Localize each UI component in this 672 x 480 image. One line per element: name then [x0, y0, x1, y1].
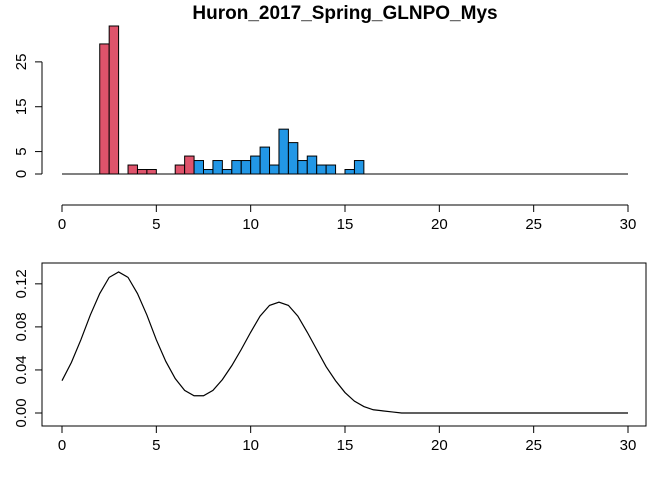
bar	[136, 169, 148, 175]
x-tick-label: 15	[337, 216, 354, 233]
x-tick-label: 10	[242, 216, 259, 233]
bar	[203, 169, 214, 175]
bar	[259, 146, 271, 175]
bar	[250, 155, 261, 175]
x-tick-label: 30	[620, 216, 637, 233]
bar	[269, 164, 280, 175]
x-tick-label: 5	[152, 437, 160, 454]
y-tick-label: 0	[13, 170, 30, 178]
x-tick-label: 10	[242, 437, 259, 454]
bar	[127, 164, 138, 175]
x-tick-label: 25	[525, 437, 542, 454]
bar	[297, 160, 308, 175]
x-tick-label: 15	[337, 437, 354, 454]
bar	[316, 164, 327, 175]
x-tick-label: 25	[525, 216, 542, 233]
plot-box	[41, 262, 647, 427]
y-tick-label: 5	[13, 147, 30, 155]
x-tick-label: 20	[431, 216, 448, 233]
density-line	[61, 271, 628, 414]
y-tick-label: 25	[13, 54, 30, 71]
x-tick-label: 30	[620, 437, 637, 454]
x-tick-label: 5	[152, 216, 160, 233]
bar	[306, 155, 318, 175]
y-tick-label: 0.00	[13, 398, 30, 427]
y-tick-label: 15	[13, 98, 30, 115]
x-tick-label: 0	[58, 437, 66, 454]
x-tick-label: 20	[431, 437, 448, 454]
bar	[278, 128, 289, 175]
y-tick-label: 0.12	[13, 269, 30, 298]
y-tick-label: 0.04	[13, 355, 30, 384]
y-tick-label: 0.08	[13, 312, 30, 341]
chart-title: Huron_2017_Spring_GLNPO_Mys	[192, 3, 497, 24]
bar	[240, 160, 252, 175]
bar	[344, 169, 355, 175]
bar	[287, 142, 299, 175]
bar	[231, 160, 242, 175]
x-tick-label: 0	[58, 216, 66, 233]
bar	[353, 160, 365, 175]
bar	[325, 164, 337, 175]
bar	[174, 164, 186, 175]
bar	[184, 155, 195, 175]
bar	[193, 160, 204, 175]
bar	[108, 25, 120, 175]
bar	[221, 169, 233, 175]
bar	[146, 169, 157, 175]
bar	[212, 160, 223, 175]
bar	[99, 43, 110, 175]
